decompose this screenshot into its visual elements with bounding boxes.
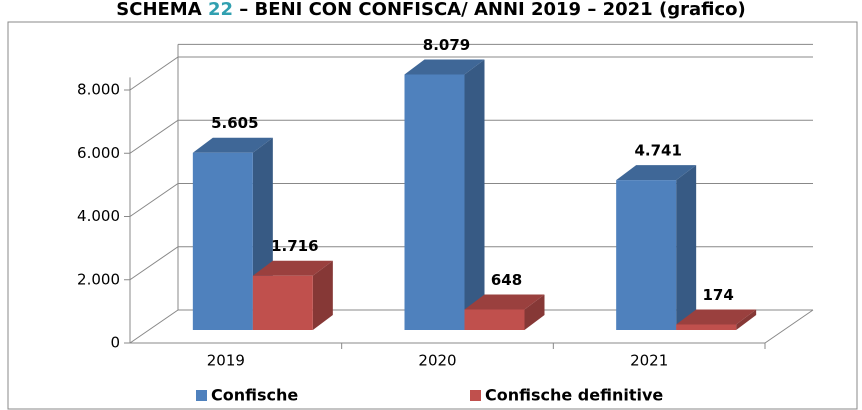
legend-swatch: [470, 390, 481, 401]
y-tick-label: 8.000: [77, 81, 120, 99]
data-label: 648: [491, 271, 522, 289]
data-label: 1.716: [271, 237, 318, 255]
back-wall: [177, 43, 814, 344]
title-number: 22: [208, 0, 233, 20]
bar-side: [524, 294, 545, 330]
legend-label: Confische definitive: [485, 386, 663, 405]
grid-line: [129, 246, 813, 281]
bar-front: [404, 74, 465, 331]
bar-top: [464, 294, 545, 310]
bar-front: [676, 324, 737, 330]
bar: [464, 294, 545, 330]
bar-top: [404, 59, 485, 75]
bar: [252, 260, 333, 330]
y-tick-label: 4.000: [77, 207, 120, 225]
chart-title: SCHEMA 22 – BENI CON CONFISCA/ ANNI 2019…: [116, 0, 745, 20]
bar-front: [192, 152, 253, 330]
data-label: 4.741: [634, 142, 681, 160]
grid-line: [129, 183, 813, 217]
bar-top: [192, 137, 273, 153]
bar: [676, 309, 757, 330]
x-tick-label: 2021: [630, 352, 668, 370]
bar-front: [464, 309, 525, 330]
grid-line: [129, 119, 813, 154]
grid-line: [129, 56, 813, 91]
bar-top: [616, 165, 697, 181]
data-label: 5.605: [211, 114, 258, 132]
bar-top: [676, 309, 757, 325]
bar-side: [736, 309, 757, 330]
x-tick-label: 2019: [207, 352, 245, 370]
y-tick-label: 2.000: [77, 270, 120, 288]
grid-line: [129, 309, 813, 344]
bar: [404, 59, 485, 331]
title-start: SCHEMA: [116, 0, 201, 20]
bar-front: [616, 180, 677, 330]
bar-front: [252, 275, 313, 330]
legend-swatch: [196, 390, 207, 401]
y-tick-label: 0: [110, 334, 120, 352]
y-tick-label: 6.000: [77, 144, 120, 162]
data-label: 174: [703, 286, 734, 304]
bar-side: [312, 260, 333, 330]
bar-side: [676, 165, 697, 330]
bar: [616, 165, 697, 330]
bar-top: [252, 260, 333, 276]
legend-label: Confische: [211, 386, 298, 405]
data-label: 8.079: [423, 36, 470, 54]
x-tick-label: 2020: [418, 352, 456, 370]
bar-side: [464, 59, 485, 331]
title-end: – BENI CON CONFISCA/ ANNI 2019 – 2021 (g…: [239, 0, 745, 20]
